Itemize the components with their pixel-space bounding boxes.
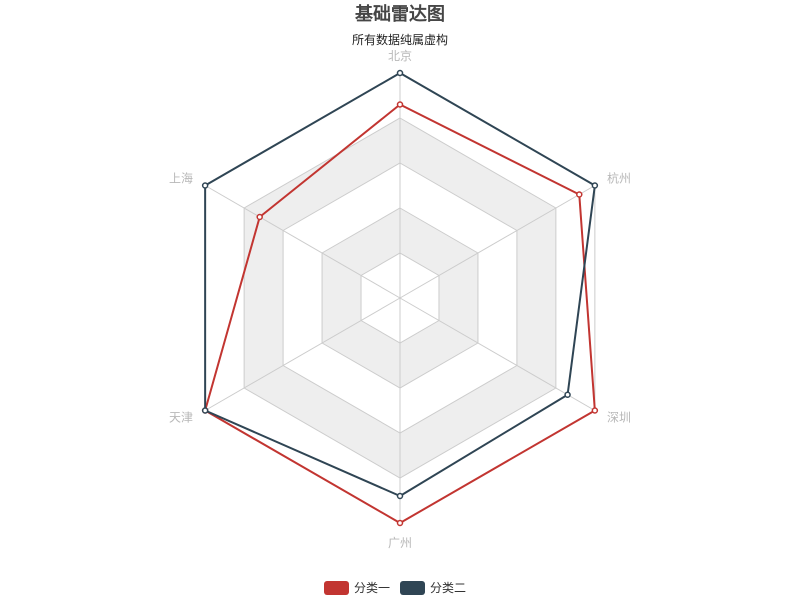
legend-label-0: 分类一	[354, 581, 390, 595]
legend-swatch-0	[324, 581, 349, 595]
series-1-point-2[interactable]	[564, 391, 571, 398]
axis-lines	[204, 73, 596, 523]
series-0	[201, 101, 599, 527]
axis-line-5	[204, 185, 401, 299]
axis-label-0: 北京	[388, 49, 412, 63]
axis-label-5: 上海	[169, 171, 193, 186]
chart-subtitle: 所有数据纯属虚构	[352, 32, 448, 47]
axis-label-3: 广州	[388, 536, 412, 550]
legend-item-0[interactable]: 分类一	[324, 581, 390, 595]
series-0-point-1[interactable]	[576, 191, 583, 198]
series-0-point-0[interactable]	[396, 101, 404, 108]
axis-label-2: 深圳	[607, 411, 631, 425]
series-1-point-4[interactable]	[201, 407, 209, 414]
axis-label-1: 杭州	[607, 171, 631, 186]
series-layer	[201, 69, 599, 527]
legend-item-1[interactable]: 分类二	[400, 581, 466, 595]
series-1-point-0[interactable]	[396, 69, 404, 77]
chart-title: 基础雷达图	[354, 3, 445, 25]
legend-label-1: 分类二	[430, 581, 466, 595]
axis-line-4	[204, 297, 401, 411]
axis-line-1	[399, 185, 596, 299]
series-1-point-3[interactable]	[396, 492, 404, 500]
axis-line-2	[399, 297, 596, 411]
legend: 分类一 分类二	[324, 581, 466, 595]
axis-label-4: 天津	[169, 411, 193, 425]
series-1	[201, 69, 599, 500]
series-1-point-5[interactable]	[201, 182, 209, 189]
series-1-point-1[interactable]	[591, 182, 599, 189]
series-0-point-5[interactable]	[256, 213, 263, 221]
series-0-point-3[interactable]	[396, 519, 404, 527]
legend-swatch-1	[400, 581, 425, 595]
series-0-point-2[interactable]	[591, 407, 599, 414]
